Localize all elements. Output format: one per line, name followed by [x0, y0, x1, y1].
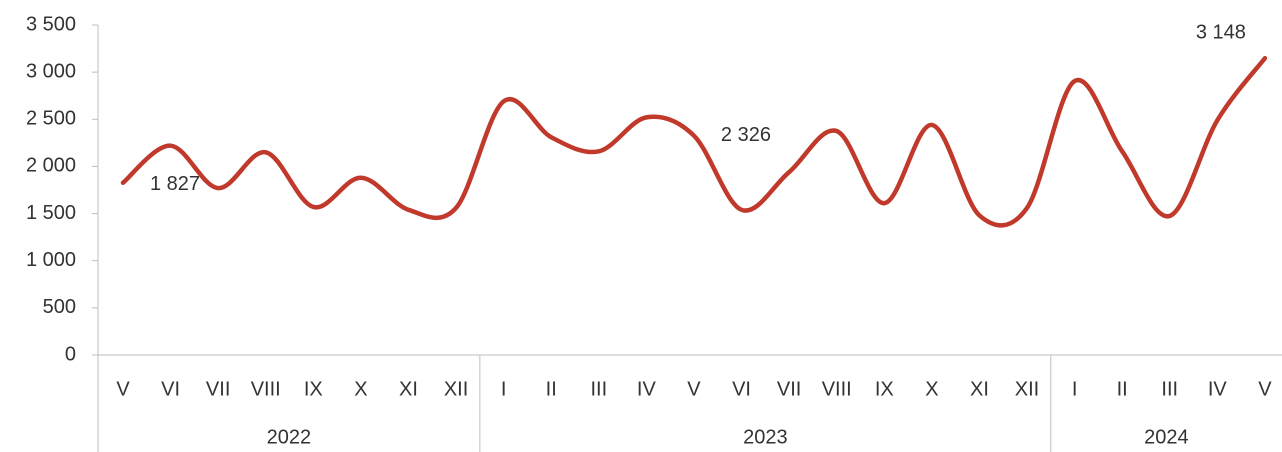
- x-tick-label: XII: [444, 378, 468, 400]
- x-tick-label: XI: [970, 378, 989, 400]
- x-tick-label: IX: [304, 378, 323, 400]
- x-tick-label: IX: [875, 378, 894, 400]
- y-tick-label: 1 500: [26, 202, 76, 224]
- y-tick-label: 500: [43, 296, 76, 318]
- x-tick-label: X: [925, 378, 938, 400]
- y-tick-label: 1 000: [26, 249, 76, 271]
- x-tick-label: VIII: [251, 378, 281, 400]
- x-tick-label: I: [501, 378, 507, 400]
- x-tick-label: III: [1161, 378, 1178, 400]
- x-tick-label: IV: [1208, 378, 1228, 400]
- y-tick-label: 2 000: [26, 155, 76, 177]
- group-label: 2023: [743, 426, 788, 448]
- y-tick-label: 3 000: [26, 60, 76, 82]
- x-tick-label: VI: [161, 378, 180, 400]
- x-tick-label: I: [1072, 378, 1078, 400]
- y-tick-label: 3 500: [26, 13, 76, 35]
- y-tick-label: 2 500: [26, 108, 76, 130]
- group-label: 2024: [1144, 426, 1189, 448]
- data-label: 1 827: [150, 173, 200, 195]
- x-tick-label: XI: [399, 378, 418, 400]
- line-series: [120, 55, 1268, 228]
- x-tick-label: VIII: [822, 378, 852, 400]
- x-tick-label: VI: [732, 378, 751, 400]
- data-label: 2 326: [721, 124, 771, 146]
- group-label: 2022: [267, 426, 312, 448]
- x-tick-label: VII: [777, 378, 801, 400]
- x-tick-label: III: [590, 378, 607, 400]
- x-tick-label: II: [546, 378, 557, 400]
- x-tick-label: IV: [637, 378, 657, 400]
- x-tick-label: X: [354, 378, 367, 400]
- data-label: 3 148: [1196, 21, 1246, 43]
- x-tick-label: V: [1258, 378, 1272, 400]
- x-tick-label: II: [1117, 378, 1128, 400]
- x-tick-label: XII: [1015, 378, 1039, 400]
- x-tick-label: V: [687, 378, 701, 400]
- x-tick-label: V: [116, 378, 130, 400]
- y-tick-label: 0: [65, 343, 76, 365]
- x-tick-label: VII: [206, 378, 230, 400]
